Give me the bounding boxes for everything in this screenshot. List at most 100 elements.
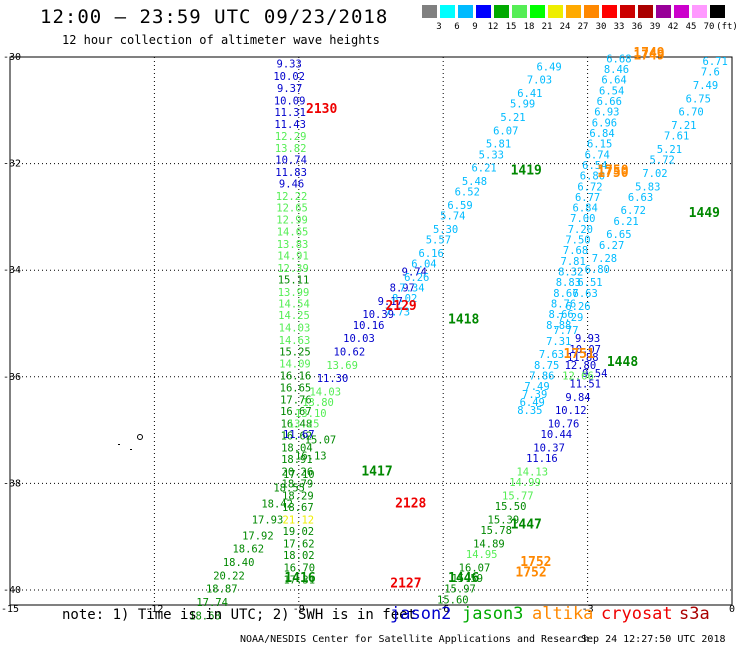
swh-value: 6.04 — [411, 259, 436, 271]
swh-value: 7.68 — [563, 245, 588, 257]
colorbar-swatch — [548, 5, 564, 18]
chart-title: 12:00 – 23:59 UTC 09/23/2018 — [40, 6, 389, 28]
pass-time: 1750 — [597, 163, 628, 178]
lat-tick-label: -34 — [3, 265, 21, 276]
colorbar-label: 42 — [667, 22, 679, 32]
swh-value: 7.6 — [701, 67, 720, 79]
swh-value: 11.83 — [275, 167, 307, 179]
lat-tick-label: -40 — [3, 585, 21, 596]
swh-value: 6.59 — [447, 200, 472, 212]
swh-value: 7.28 — [592, 253, 617, 265]
swh-value: 9.74 — [402, 267, 427, 279]
swh-value: 7.81 — [561, 256, 586, 268]
swh-value: 18.91 — [281, 454, 313, 466]
pass-time: 1751 — [564, 347, 595, 362]
swh-value: 12.66 — [562, 370, 594, 382]
swh-value: 8.02 — [392, 293, 417, 305]
swh-value: 16.65 — [280, 383, 312, 395]
pass-time: 2128 — [395, 496, 426, 511]
pass-time: 1752 — [520, 555, 551, 570]
swh-value: 6.26 — [404, 272, 429, 284]
swh-value: 15.07 — [305, 434, 337, 446]
swh-value: 16.70 — [283, 562, 315, 574]
colorbar-label: 70 — [703, 22, 715, 32]
swh-value: 12.65 — [276, 203, 308, 215]
swh-value: 6.15 — [587, 139, 612, 151]
colorbar-label: 33 — [613, 22, 625, 32]
swh-value: 10.07 — [569, 344, 601, 356]
track-jason3-1419: 6.49 7.036.415.995.216.07 5.815.33 6.215.48… — [385, 61, 562, 318]
swh-value: 10.16 — [353, 320, 385, 332]
colorbar-swatch — [422, 5, 438, 18]
swh-value: 6.26 — [565, 301, 590, 313]
chart-subtitle: 12 hour collection of altimeter wave hei… — [62, 33, 380, 47]
swh-value: 6.54 — [582, 160, 607, 172]
colorbar-label: 15 — [505, 22, 517, 32]
lon-tick-label: -9 — [293, 604, 305, 615]
swh-value: 9.93 — [575, 333, 600, 345]
colorbar-label: 12 — [487, 22, 499, 32]
swh-value: 10.44 — [541, 429, 573, 441]
swh-value: 7.29 — [558, 312, 583, 324]
track-altika-1749: 6.688.466.646.546.666.936.966.846.156.74… — [546, 53, 631, 331]
swh-value: 8.32 — [558, 267, 583, 279]
swh-value: 6.75 — [686, 93, 711, 105]
swh-value: 6.21 — [471, 163, 496, 175]
swh-value: 21.12 — [283, 514, 315, 526]
swh-value: 13.82 — [275, 143, 307, 155]
colorbar-swatch — [620, 5, 636, 18]
swh-value: 7.63 — [539, 349, 564, 361]
swh-value: 17.74 — [196, 597, 228, 609]
swh-value: 5.21 — [500, 112, 525, 124]
swh-value: 9.54 — [582, 368, 607, 380]
footer-timestamp: Sep 24 12:27:50 UTC 2018 — [581, 634, 726, 645]
swh-value: 7.34 — [399, 283, 424, 295]
swh-value: 7.03 — [527, 75, 552, 87]
legend-s3a: s3a — [679, 604, 710, 624]
swh-value: 6.80 — [585, 264, 610, 276]
legend-cryosat: cryosat — [601, 604, 673, 624]
colorbar-swatch — [656, 5, 672, 18]
swh-value: 6.63 — [628, 192, 653, 204]
swh-value: 5.21 — [657, 144, 682, 156]
colorbar-label: 30 — [595, 22, 607, 32]
pass-time: 2130 — [306, 102, 337, 117]
legend-note: note: 1) Time is in UTC; 2) SWH is in fe… — [62, 607, 417, 623]
swh-value: 20.26 — [282, 466, 314, 478]
swh-value: 8.66 — [548, 309, 573, 321]
swh-value: 18.55 — [273, 482, 305, 494]
swh-value: 17.92 — [242, 530, 274, 542]
legend-jason2: jason2 — [390, 604, 452, 624]
swh-value: 7.21 — [671, 120, 696, 132]
swh-value: 15.60 — [437, 594, 469, 606]
island-dot — [130, 449, 132, 450]
pass-time: 1750 — [597, 166, 628, 181]
pass-time: 1418 — [448, 313, 479, 328]
swh-value: 11.43 — [274, 119, 306, 131]
swh-value: 6.84 — [589, 128, 614, 140]
lat-tick-label: -36 — [3, 372, 21, 383]
colorbar-label: 3 — [436, 22, 442, 32]
swh-value: 10.62 — [334, 346, 366, 358]
colorbar-label: 6 — [454, 22, 460, 32]
swh-value: 6.63 — [573, 288, 598, 300]
island-dot — [118, 444, 120, 445]
swh-value: 14.91 — [277, 251, 309, 263]
swh-value: 5.30 — [433, 224, 458, 236]
swh-value: 9.37 — [277, 83, 302, 95]
swh-value: 6.16 — [419, 248, 444, 260]
swh-value: 6.51 — [577, 277, 602, 289]
colorbar-swatch — [530, 5, 546, 18]
track-jason3-1447: 11.519.549.8410.1210.7610.4410.3711.1614… — [437, 368, 607, 607]
lat-tick-label: -32 — [3, 159, 21, 170]
swh-value: 16.16 — [280, 370, 312, 382]
swh-value: 14.25 — [278, 310, 310, 322]
swh-value: 18.67 — [282, 502, 314, 514]
swh-value: 8.75 — [534, 360, 559, 372]
swh-value: 9.46 — [279, 179, 304, 191]
swh-value: 18.40 — [223, 557, 255, 569]
swh-value: 5.74 — [440, 211, 465, 223]
